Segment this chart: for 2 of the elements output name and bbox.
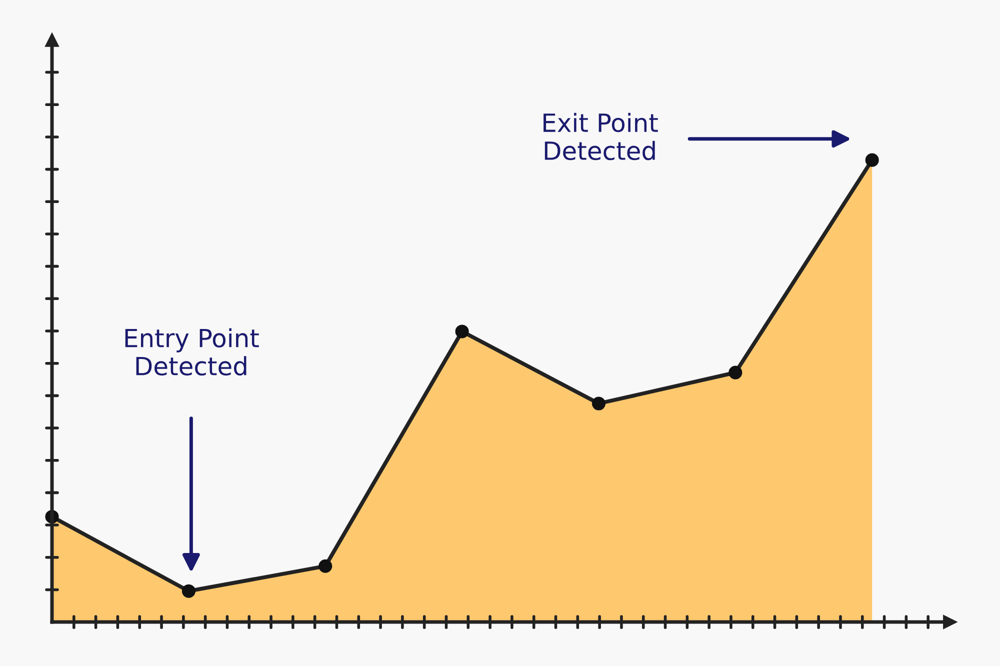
annotation: Exit Point Detected: [544, 112, 658, 160]
annotation: Entry Point Detected: [125, 328, 259, 376]
